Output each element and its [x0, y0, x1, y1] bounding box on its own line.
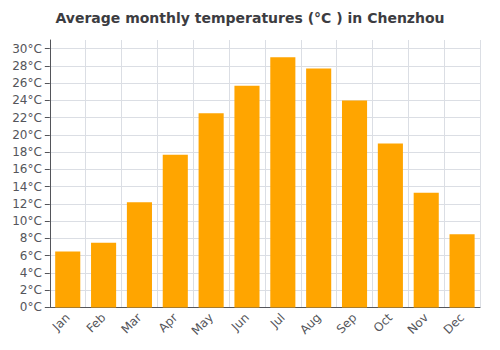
svg-text:14°C: 14°C: [12, 180, 42, 194]
svg-text:28°C: 28°C: [12, 59, 42, 73]
svg-text:Dec: Dec: [441, 311, 467, 337]
svg-text:Feb: Feb: [84, 311, 109, 336]
svg-text:Sep: Sep: [334, 311, 360, 337]
svg-text:Aug: Aug: [297, 311, 323, 337]
svg-text:0°C: 0°C: [20, 300, 42, 314]
svg-text:Jul: Jul: [267, 311, 288, 332]
svg-text:20°C: 20°C: [12, 128, 42, 142]
svg-text:Oct: Oct: [371, 310, 396, 335]
svg-text:Jan: Jan: [49, 311, 73, 335]
svg-text:26°C: 26°C: [12, 76, 42, 90]
svg-text:Average monthly temperatures (: Average monthly temperatures (°C ) in Ch…: [55, 10, 444, 26]
svg-text:2°C: 2°C: [20, 283, 42, 297]
svg-text:10°C: 10°C: [12, 214, 42, 228]
svg-text:18°C: 18°C: [12, 145, 42, 159]
svg-text:Apr: Apr: [156, 310, 181, 335]
svg-text:Nov: Nov: [405, 311, 431, 337]
svg-text:May: May: [189, 311, 216, 338]
svg-text:12°C: 12°C: [12, 197, 42, 211]
svg-text:4°C: 4°C: [20, 266, 42, 280]
svg-text:Jun: Jun: [228, 311, 252, 335]
svg-text:Mar: Mar: [118, 310, 144, 336]
svg-text:6°C: 6°C: [20, 249, 42, 263]
svg-text:22°C: 22°C: [12, 111, 42, 125]
svg-text:30°C: 30°C: [12, 42, 42, 56]
svg-text:8°C: 8°C: [20, 231, 42, 245]
svg-text:24°C: 24°C: [12, 93, 42, 107]
svg-text:16°C: 16°C: [12, 162, 42, 176]
